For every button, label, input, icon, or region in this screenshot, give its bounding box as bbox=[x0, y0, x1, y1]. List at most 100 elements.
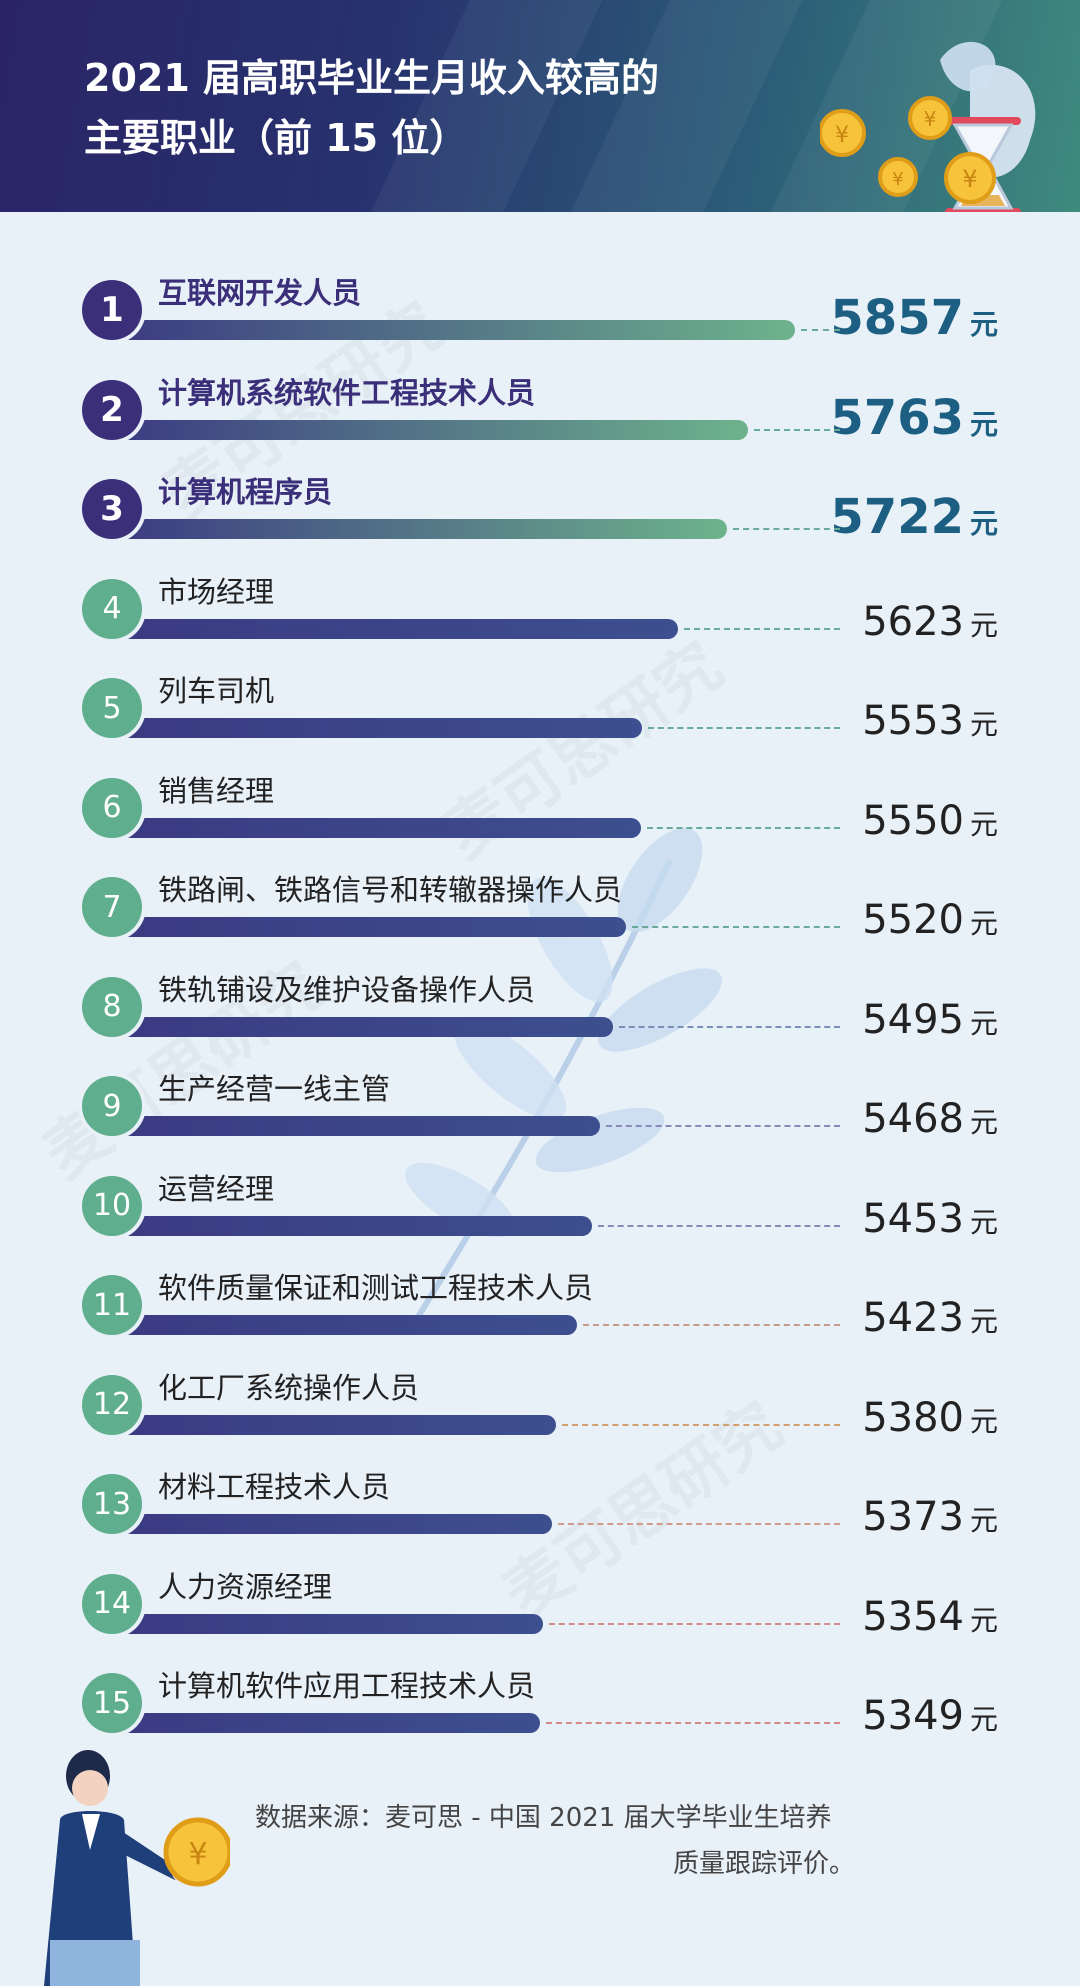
value-unit: 元 bbox=[969, 608, 998, 642]
leader-line bbox=[801, 329, 840, 331]
leader-line bbox=[605, 1125, 840, 1127]
leader-line bbox=[753, 428, 840, 431]
leader-line bbox=[683, 627, 840, 630]
chart-row: 10 运营经理 5453 元 bbox=[0, 1156, 1080, 1256]
leader-line bbox=[546, 1722, 840, 1724]
value-unit: 元 bbox=[969, 1006, 998, 1040]
value-number: 5722 bbox=[830, 489, 964, 545]
value-label: 5520 元 bbox=[862, 897, 998, 943]
value-unit: 元 bbox=[969, 1603, 998, 1637]
value-bar bbox=[112, 817, 641, 838]
value-label: 5453 元 bbox=[862, 1196, 998, 1242]
category-label: 人力资源经理 bbox=[158, 1569, 333, 1604]
category-label: 运营经理 bbox=[158, 1171, 275, 1206]
category-label: 计算机程序员 bbox=[158, 475, 333, 509]
value-number: 5623 bbox=[862, 598, 964, 645]
value-bar bbox=[112, 917, 626, 937]
value-bar bbox=[112, 1514, 553, 1534]
value-number: 5453 bbox=[862, 1195, 964, 1242]
category-label: 销售经理 bbox=[158, 773, 275, 808]
value-label: 5857 元 bbox=[830, 290, 998, 346]
svg-text:¥: ¥ bbox=[962, 165, 977, 193]
rank-badge: 13 bbox=[82, 1474, 142, 1534]
category-label: 生产经营一线主管 bbox=[158, 1072, 391, 1106]
value-label: 5468 元 bbox=[862, 1096, 998, 1142]
leader-line bbox=[646, 826, 840, 829]
header-banner: 2021 届高职毕业生月收入较高的 主要职业（前 15 位） ¥ ¥ ¥ ¥ bbox=[0, 0, 1080, 212]
chart-row: 6 销售经理 5550 元 bbox=[0, 758, 1080, 858]
value-number: 5423 bbox=[862, 1295, 964, 1341]
value-number: 5553 bbox=[862, 698, 964, 744]
rank-badge: 7 bbox=[82, 877, 142, 937]
category-label: 软件质量保证和测试工程技术人员 bbox=[158, 1271, 594, 1305]
value-number: 5349 bbox=[862, 1693, 964, 1739]
rank-badge: 6 bbox=[82, 777, 142, 838]
rank-badge: 12 bbox=[82, 1374, 142, 1435]
value-label: 5623 元 bbox=[862, 599, 998, 645]
rank-badge: 5 bbox=[82, 678, 142, 738]
value-bar bbox=[112, 519, 728, 539]
leader-line bbox=[548, 1622, 840, 1625]
chart-row: 11 软件质量保证和测试工程技术人员 5423 元 bbox=[0, 1255, 1080, 1355]
rank-badge: 1 bbox=[82, 280, 142, 340]
value-label: 5354 元 bbox=[862, 1594, 998, 1640]
value-unit: 元 bbox=[969, 1205, 998, 1239]
chart-row: 1 互联网开发人员 5857 元 bbox=[0, 260, 1080, 360]
value-number: 5857 bbox=[830, 290, 964, 346]
value-unit: 元 bbox=[969, 1106, 998, 1139]
rank-badge: 15 bbox=[82, 1673, 142, 1733]
leader-line bbox=[558, 1523, 840, 1525]
value-unit: 元 bbox=[969, 1703, 998, 1736]
chart-row: 14 人力资源经理 5354 元 bbox=[0, 1554, 1080, 1654]
value-number: 5550 bbox=[862, 797, 964, 844]
value-unit: 元 bbox=[969, 1404, 998, 1438]
value-number: 5373 bbox=[862, 1494, 964, 1540]
source-line-2: 质量跟踪评价。 bbox=[673, 1849, 856, 1879]
value-label: 5553 元 bbox=[862, 698, 998, 744]
value-label: 5373 元 bbox=[862, 1494, 998, 1540]
value-bar bbox=[112, 1613, 543, 1634]
value-bar bbox=[112, 1315, 578, 1335]
svg-text:¥: ¥ bbox=[892, 169, 903, 190]
rank-badge: 3 bbox=[82, 479, 142, 539]
value-label: 5763 元 bbox=[830, 390, 998, 446]
category-label: 列车司机 bbox=[158, 674, 275, 708]
rank-badge: 9 bbox=[82, 1076, 142, 1136]
value-label: 5722 元 bbox=[830, 489, 998, 545]
value-unit: 元 bbox=[969, 1305, 998, 1338]
leader-line bbox=[598, 1224, 840, 1227]
value-number: 5380 bbox=[862, 1394, 964, 1441]
leader-line bbox=[648, 727, 840, 729]
chart-row: 4 市场经理 5623 元 bbox=[0, 559, 1080, 659]
chart-row: 8 铁轨铺设及维护设备操作人员 5495 元 bbox=[0, 957, 1080, 1057]
category-label: 市场经理 bbox=[158, 574, 275, 609]
value-unit: 元 bbox=[969, 1504, 998, 1537]
rank-badge: 2 bbox=[82, 379, 142, 440]
value-bar bbox=[112, 1414, 556, 1435]
category-label: 化工厂系统操作人员 bbox=[158, 1370, 420, 1405]
value-label: 5349 元 bbox=[862, 1693, 998, 1739]
value-unit: 元 bbox=[969, 507, 998, 540]
rank-badge: 14 bbox=[82, 1573, 142, 1634]
value-bar bbox=[112, 1016, 614, 1037]
value-label: 5380 元 bbox=[862, 1395, 998, 1441]
category-label: 材料工程技术人员 bbox=[158, 1470, 391, 1504]
value-bar bbox=[112, 1116, 600, 1136]
svg-text:¥: ¥ bbox=[188, 1837, 207, 1872]
leader-line bbox=[631, 926, 840, 928]
chart-row: 12 化工厂系统操作人员 5380 元 bbox=[0, 1355, 1080, 1455]
rank-badge: 10 bbox=[82, 1175, 142, 1236]
value-unit: 元 bbox=[969, 907, 998, 940]
source-line-1: 数据来源：麦可思 - 中国 2021 届大学毕业生培养 bbox=[255, 1803, 832, 1833]
value-bar bbox=[112, 718, 643, 738]
leader-line bbox=[583, 1324, 840, 1326]
leader-line bbox=[619, 1025, 840, 1028]
leader-line bbox=[733, 528, 840, 530]
chart-row: 7 铁路闸、铁路信号和转辙器操作人员 5520 元 bbox=[0, 857, 1080, 957]
category-label: 铁轨铺设及维护设备操作人员 bbox=[158, 972, 536, 1007]
value-label: 5423 元 bbox=[862, 1295, 998, 1341]
value-number: 5763 bbox=[830, 389, 964, 446]
rank-badge: 11 bbox=[82, 1275, 142, 1335]
hourglass-coins-illustration: ¥ ¥ ¥ ¥ bbox=[820, 41, 1036, 212]
chart-row: 2 计算机系统软件工程技术人员 5763 元 bbox=[0, 360, 1080, 460]
